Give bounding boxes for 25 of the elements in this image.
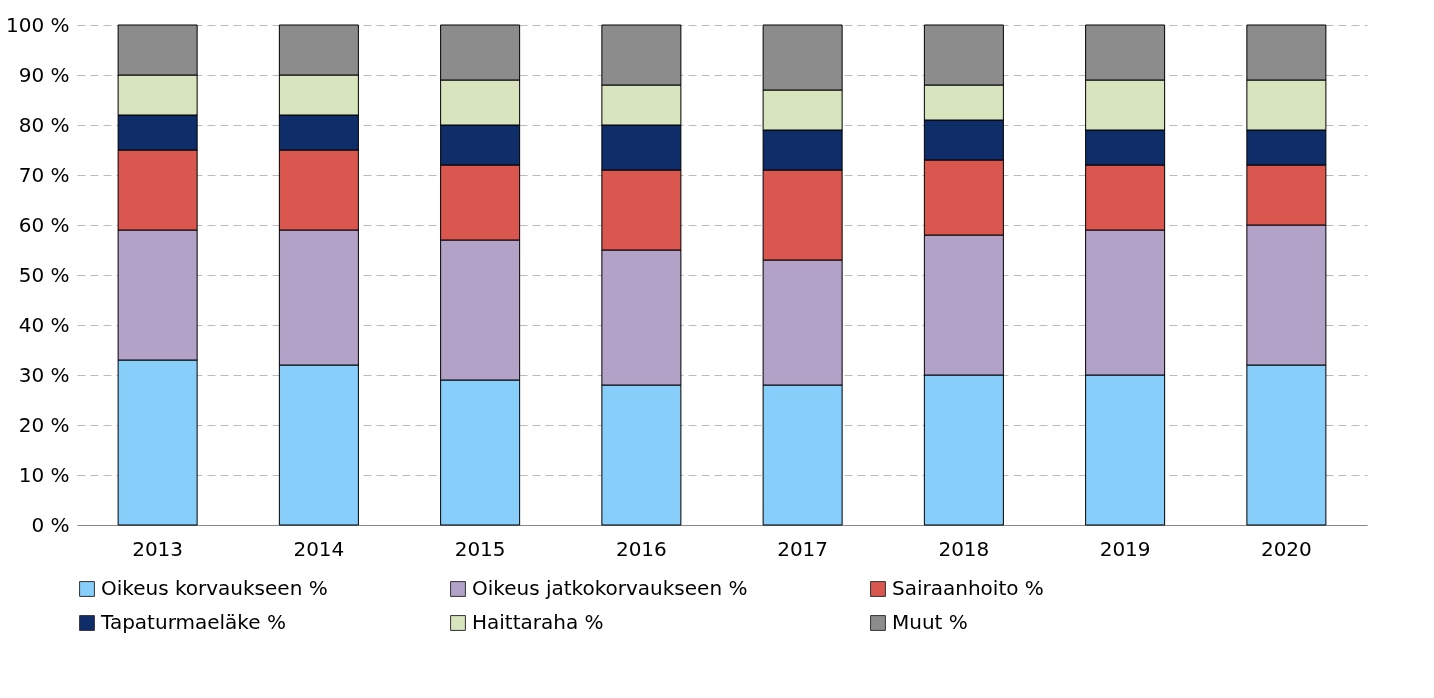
x-tick-label: 2016 (615, 536, 667, 561)
x-tick-label: 2020 (1260, 536, 1312, 561)
x-tick-label: 2013 (132, 536, 184, 561)
x-tick-label: 2015 (454, 536, 506, 561)
y-tick-label: 0 % (31, 512, 70, 537)
y-tick-label: 50 % (18, 262, 70, 287)
legend-label: Sairaanhoito % (892, 576, 1044, 600)
y-tick-label: 60 % (18, 212, 70, 237)
x-tick-label: 2019 (1099, 536, 1151, 561)
y-tick-label: 90 % (18, 62, 70, 87)
y-tick-label: 100 % (5, 12, 70, 37)
y-tick-label: 10 % (18, 462, 70, 487)
x-tick-label: 2018 (938, 536, 990, 561)
legend-label: Tapaturmaeläke % (100, 610, 286, 634)
y-tick-label: 20 % (18, 412, 70, 437)
y-tick-label: 40 % (18, 312, 70, 337)
legend-label: Haittaraha % (472, 610, 604, 634)
x-tick-label: 2017 (777, 536, 829, 561)
y-tick-label: 70 % (18, 162, 70, 187)
legend-label: Oikeus korvaukseen % (101, 576, 328, 600)
legend-label: Muut % (892, 610, 968, 634)
legend-label: Oikeus jatkokorvaukseen % (472, 576, 748, 600)
y-tick-label: 80 % (18, 112, 70, 137)
x-tick-label: 2014 (293, 536, 345, 561)
y-tick-label: 30 % (18, 362, 70, 387)
